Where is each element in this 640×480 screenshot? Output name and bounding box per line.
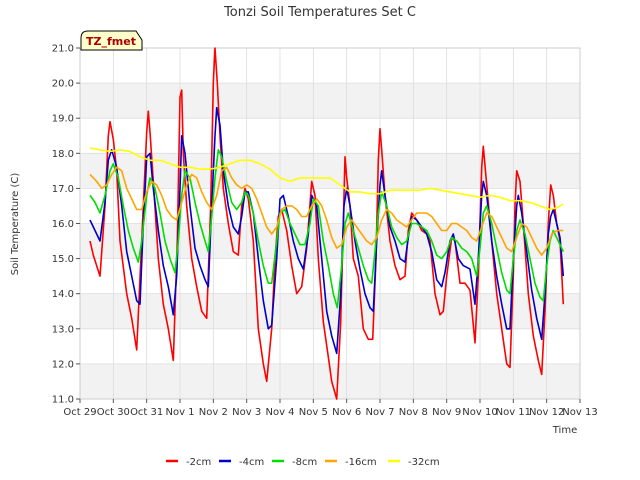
x-tick-label: Nov 3: [232, 407, 261, 418]
y-tick-label: 11.0: [52, 395, 74, 406]
legend-label: -8cm: [292, 457, 317, 468]
x-tick-label: Oct 30: [97, 407, 130, 418]
legend-item: -16cm: [325, 457, 377, 468]
chart-title: Tonzi Soil Temperatures Set C: [223, 5, 416, 20]
x-tick-label: Nov 5: [299, 407, 328, 418]
x-tick-label: Nov 8: [399, 407, 428, 418]
x-tick-label: Nov 10: [462, 407, 497, 418]
legend: -2cm -4cm -8cm -16cm -32cm: [166, 457, 440, 468]
x-tick-label: Nov 12: [529, 407, 564, 418]
series-line-16cmcm: [89, 166, 564, 256]
x-tick-label: Nov 2: [199, 407, 228, 418]
plot-band: [80, 153, 580, 189]
x-tick-label: Nov 1: [165, 407, 194, 418]
legend-item: -2cm: [166, 457, 211, 468]
y-tick-label: 15.0: [52, 254, 74, 265]
y-axis-label: Soil Temperature (C): [10, 173, 21, 276]
x-axis-label: Time: [552, 425, 577, 436]
y-tick-label: 20.0: [52, 79, 74, 90]
y-tick-label: 21.0: [52, 44, 74, 55]
y-tick-label: 14.0: [52, 289, 74, 300]
series-group: [89, 47, 565, 400]
legend-label: -16cm: [345, 457, 377, 468]
y-tick-label: 12.0: [52, 359, 74, 370]
x-tick-label: Oct 29: [63, 407, 96, 418]
legend-item: -8cm: [272, 457, 317, 468]
x-tick-label: Nov 11: [496, 407, 531, 418]
legend-label: -2cm: [186, 457, 211, 468]
legend-item: -32cm: [388, 457, 440, 468]
y-tick-label: 18.0: [52, 149, 74, 160]
plot-band: [80, 83, 580, 119]
x-axis-ticks: Oct 29 Oct 30 Oct 31 Nov 1 Nov 2 Nov 3 Nov 4 No…: [63, 399, 598, 418]
x-tick-label: Nov 9: [432, 407, 461, 418]
y-tick-label: 16.0: [52, 219, 74, 230]
x-tick-label: Oct 31: [130, 407, 163, 418]
series-line-32cmcm: [89, 147, 564, 211]
y-tick-label: 17.0: [52, 184, 74, 195]
y-tick-label: 19.0: [52, 114, 74, 125]
y-axis-ticks: 11.0 12.0 13.0 14.0 15.0 16.0 17.0 18.0 19.0 20.0…: [52, 44, 80, 406]
tz-badge: TZ_fmet: [80, 30, 143, 51]
tz-badge-shape: [80, 30, 143, 51]
tz-badge-label: TZ_fmet: [86, 35, 136, 48]
legend-item: -4cm: [219, 457, 264, 468]
x-tick-label: Nov 7: [365, 407, 394, 418]
legend-label: -4cm: [239, 457, 264, 468]
x-tick-label: Nov 6: [332, 407, 361, 418]
legend-label: -32cm: [408, 457, 440, 468]
x-tick-label: Nov 13: [562, 407, 597, 418]
series-line-8cmcm: [89, 149, 565, 309]
x-tick-label: Nov 4: [265, 407, 294, 418]
series-line-4cmcm: [89, 106, 565, 355]
y-tick-label: 13.0: [52, 324, 74, 335]
